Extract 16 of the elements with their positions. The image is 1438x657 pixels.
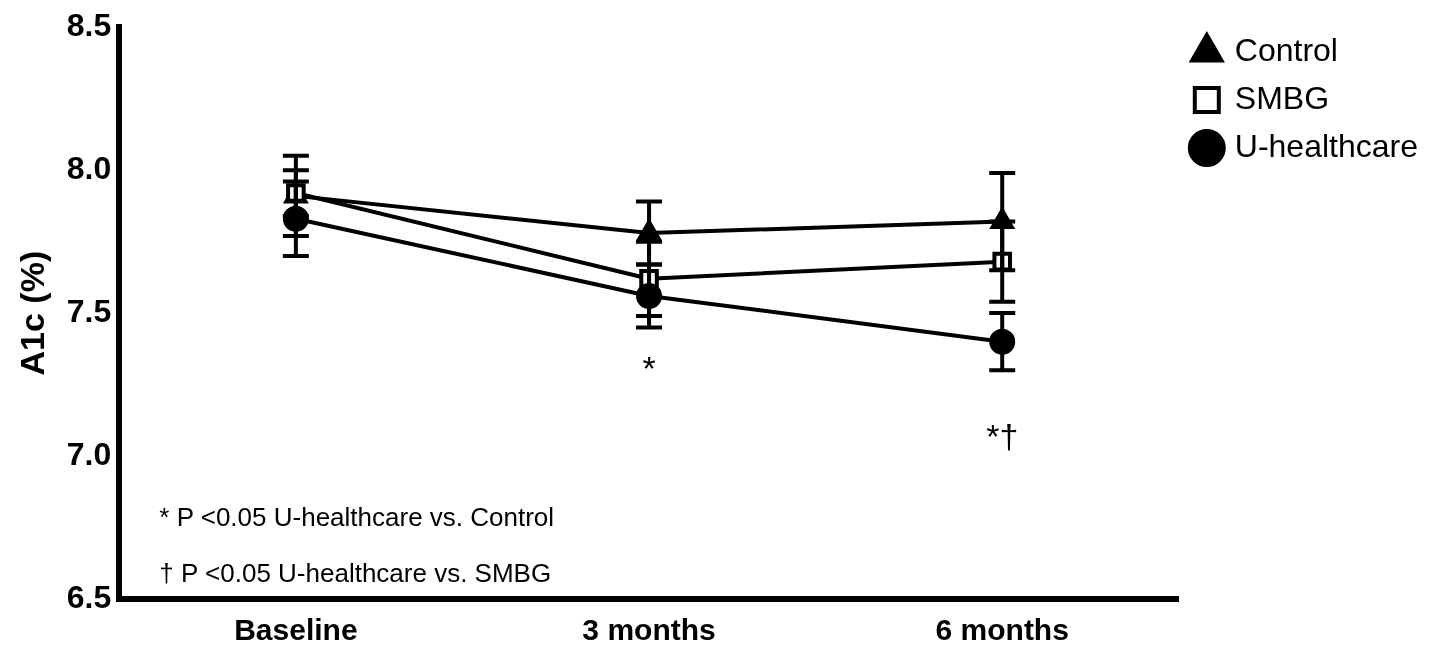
x-tick-label: 6 months — [935, 613, 1069, 647]
y-tick-label: 6.5 — [66, 578, 112, 615]
y-tick-label: 7.5 — [66, 292, 112, 329]
annotation: * P <0.05 U-healthcare vs. Control — [159, 502, 555, 533]
y-tick-label: 8.0 — [66, 149, 112, 186]
annotation: *† — [986, 417, 1019, 456]
x-tick-label: 3 months — [582, 613, 716, 647]
legend-label: SMBG — [1234, 79, 1330, 116]
x-tick-label: Baseline — [234, 613, 358, 647]
annotation: † P <0.05 U-healthcare vs. SMBG — [159, 558, 552, 589]
annotation: * — [642, 348, 656, 387]
legend-label: Control — [1234, 31, 1338, 68]
y-tick-label: 7.0 — [66, 435, 112, 472]
y-axis-title: A1c (%) — [12, 250, 51, 376]
legend-label: U-healthcare — [1234, 127, 1418, 164]
y-tick-label: 8.5 — [66, 7, 112, 44]
